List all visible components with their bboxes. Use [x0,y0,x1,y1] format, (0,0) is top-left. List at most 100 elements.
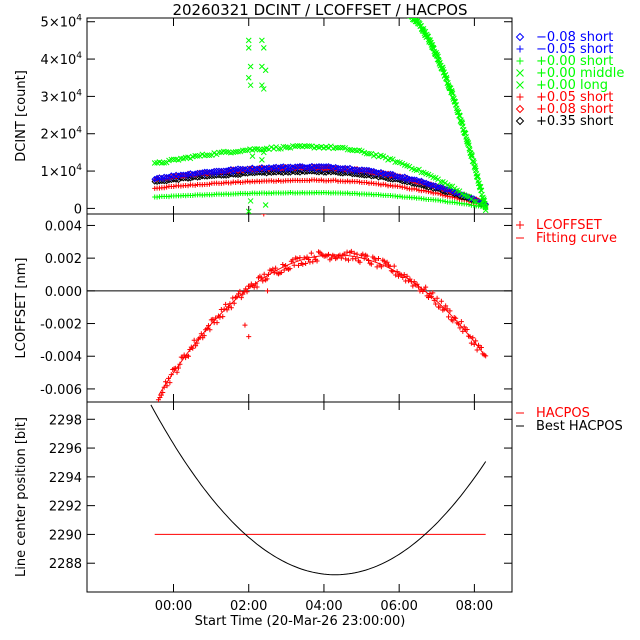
data-point [262,202,269,208]
data-point [260,149,267,156]
data-point [389,176,397,183]
data-point [237,288,243,294]
data-point [402,184,408,190]
data-point [304,143,310,150]
data-point [252,179,258,185]
data-point [376,256,382,262]
data-point [375,169,382,177]
data-point [231,300,237,306]
data-point [303,164,311,171]
y-tick-label: 0.004 [45,219,82,234]
data-point [180,172,187,179]
data-point [384,175,392,183]
data-point [235,148,241,155]
data-point [263,170,270,177]
data-point [437,179,444,185]
data-point [291,163,299,170]
data-point [361,172,368,179]
data-point [516,45,524,53]
data-point [378,264,384,270]
y-axis-label: Line center position [bit] [14,417,29,577]
data-point [426,294,432,300]
data-point [475,201,482,208]
data-point [174,369,180,375]
data-point [275,164,282,171]
data-point [406,194,412,200]
data-point [306,178,312,184]
data-point [474,173,481,179]
data-point [368,261,374,267]
data-point [360,251,366,257]
data-point [235,179,241,185]
y-tick-label: 5×104 [41,14,83,31]
data-point [333,177,339,183]
data-point [383,182,389,188]
data-point [151,175,158,183]
data-point [297,255,303,261]
data-point [290,257,296,263]
data-point [187,175,194,182]
x-tick-label: 04:00 [305,599,342,614]
data-point [300,261,306,267]
data-point [411,195,417,201]
data-point [258,169,266,176]
data-point [335,144,341,151]
data-point [460,328,466,334]
data-point [408,176,416,183]
data-point [427,181,435,189]
data-point [225,166,232,174]
panel-frame-lcoffset [86,213,513,403]
data-point [225,167,232,174]
data-point [281,267,287,273]
data-point [437,304,443,310]
data-point [249,169,256,177]
data-point [199,169,206,176]
y-tick-label: 2288 [49,557,82,572]
data-point [192,182,198,188]
data-point [344,146,351,153]
data-point [218,172,225,179]
data-point [434,295,440,301]
data-point [478,345,484,351]
data-point [315,169,323,176]
y-tick-label: 0 [74,202,82,217]
data-point [470,198,477,205]
data-point [374,264,380,270]
data-point [384,171,392,178]
data-point [259,82,265,89]
data-point [332,144,339,151]
data-point [450,318,456,324]
data-point [261,214,267,217]
y-tick-label: 2×104 [41,126,83,143]
data-point [247,179,253,185]
data-point [238,295,244,301]
data-point [261,271,267,277]
data-point [270,266,276,272]
data-point [184,175,192,182]
data-point [208,172,216,180]
data-point [435,197,441,203]
data-point [380,170,387,177]
data-point [516,69,524,77]
data-point [472,163,478,169]
data-point [163,173,170,181]
data-point [469,153,475,159]
data-point [218,167,225,175]
data-point [223,301,229,307]
data-point [397,193,403,199]
data-point [322,169,330,176]
data-point [204,152,210,159]
x-tick-label: 08:00 [456,599,493,614]
data-point [373,257,379,263]
data-point [263,164,270,172]
data-point [163,177,170,185]
data-point [178,155,184,162]
data-point [396,173,404,181]
y-tick-exponent: 4 [76,14,82,24]
data-point [411,18,418,21]
data-point [216,149,222,156]
data-point [418,169,425,176]
data-point [414,186,420,192]
data-point [268,169,275,177]
data-point [161,173,168,181]
